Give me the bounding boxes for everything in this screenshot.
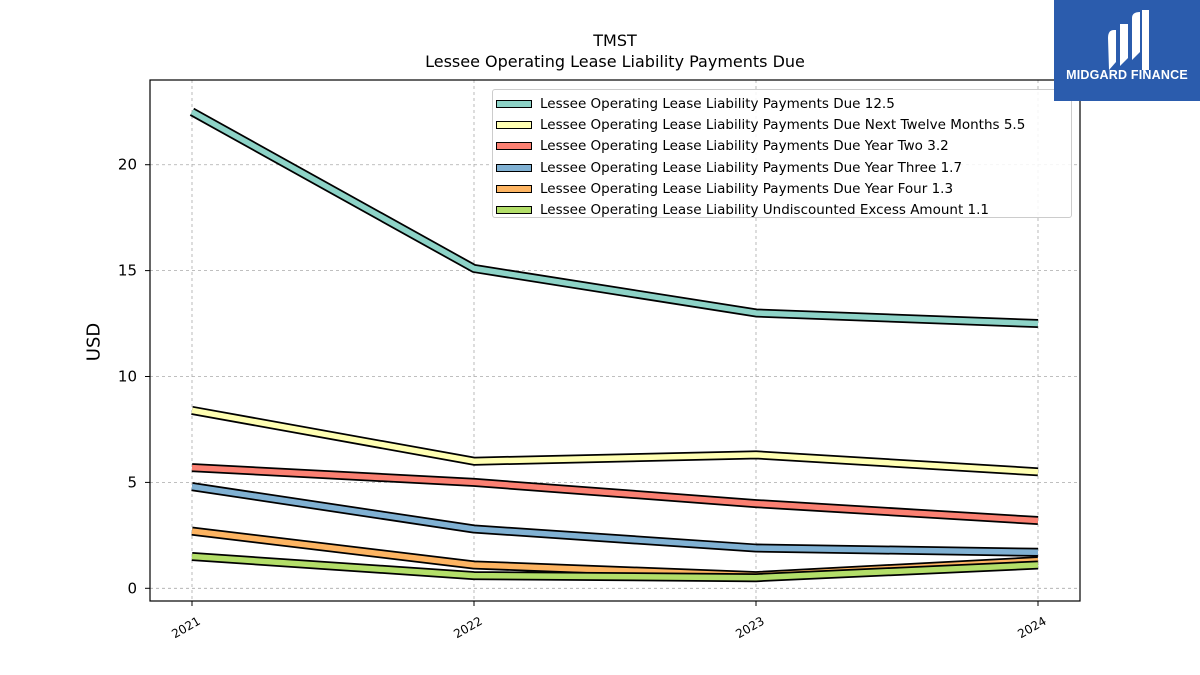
legend-item: Lessee Operating Lease Liability Payment… (493, 93, 1071, 114)
legend-item: Lessee Operating Lease Liability Payment… (493, 178, 1071, 199)
legend-label: Lessee Operating Lease Liability Undisco… (540, 202, 990, 219)
series-line-core (191, 407, 1039, 475)
legend-swatch (496, 120, 532, 129)
legend-label: Lessee Operating Lease Liability Payment… (540, 116, 1026, 133)
plot-frame (149, 79, 1081, 602)
series-lines (189, 107, 1039, 583)
chart-title: TMST (593, 31, 637, 50)
legend-label: Lessee Operating Lease Liability Payment… (540, 95, 895, 112)
chart-title-block: TMST Lessee Operating Lease Liability Pa… (150, 30, 1080, 72)
series-line-core (191, 464, 1039, 524)
x-tick-label: 2023 (733, 614, 766, 641)
legend-label: Lessee Operating Lease Liability Payment… (540, 138, 949, 155)
legend-swatch (496, 163, 532, 172)
y-tick-label: 20 (118, 156, 137, 174)
logo-text: MIDGARD FINANCE (1066, 68, 1188, 82)
y-axis-label: USD (83, 322, 105, 362)
legend-label: Lessee Operating Lease Liability Payment… (540, 180, 954, 197)
legend-item: Lessee Operating Lease Liability Undisco… (493, 199, 1071, 220)
midgard-finance-logo: MIDGARD FINANCE (1054, 0, 1200, 101)
y-tick-label: 5 (127, 473, 137, 491)
series-line-core (191, 553, 1039, 581)
chart-legend: Lessee Operating Lease Liability Payment… (492, 89, 1072, 218)
x-tick-label: 2021 (169, 614, 202, 641)
logo-mark-icon (1108, 10, 1149, 70)
series-line (191, 463, 1039, 526)
x-tick-label: 2024 (1015, 614, 1048, 641)
x-tick-label: 2022 (451, 614, 484, 641)
legend-swatch (496, 206, 532, 215)
y-tick-label: 0 (127, 579, 137, 597)
y-tick-label: 15 (118, 262, 137, 280)
series-line (191, 405, 1039, 477)
chart-subtitle: Lessee Operating Lease Liability Payment… (425, 52, 805, 71)
legend-swatch (496, 184, 532, 193)
legend-label: Lessee Operating Lease Liability Payment… (540, 159, 963, 176)
legend-item: Lessee Operating Lease Liability Payment… (493, 157, 1071, 178)
y-tick-label: 10 (118, 368, 137, 386)
legend-swatch (496, 99, 532, 108)
legend-item: Lessee Operating Lease Liability Payment… (493, 114, 1071, 135)
series-line (191, 552, 1039, 583)
series-line-core (191, 483, 1039, 556)
series-line (189, 107, 1039, 329)
legend-item: Lessee Operating Lease Liability Payment… (493, 136, 1071, 157)
series-line-core (190, 109, 1039, 327)
legend-swatch (496, 142, 532, 151)
series-line (191, 482, 1039, 557)
